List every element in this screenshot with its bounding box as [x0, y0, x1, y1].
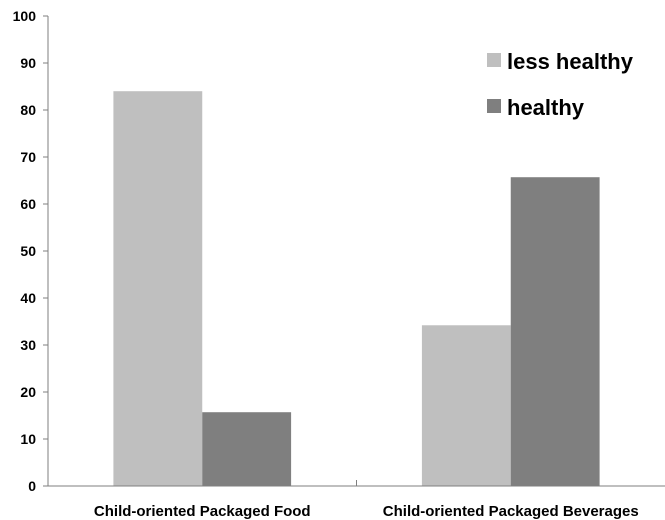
- y-tick-label: 20: [20, 384, 36, 400]
- legend-swatch-healthy: [487, 99, 501, 113]
- bars: [113, 91, 600, 486]
- y-axis: 0 10 20 30 40 50 60 70 80 90 100: [13, 8, 49, 494]
- y-tick-label: 70: [20, 149, 36, 165]
- x-category-label: Child-oriented Packaged Food: [94, 503, 311, 520]
- y-tick-label: 40: [20, 290, 36, 306]
- legend-swatch-less-healthy: [487, 53, 501, 67]
- y-tick-label: 50: [20, 243, 36, 259]
- legend: less healthy healthy: [487, 49, 634, 120]
- x-axis: Child-oriented Packaged Food Child-orient…: [48, 480, 665, 520]
- y-tick-label: 0: [28, 478, 36, 494]
- x-category-label: Child-oriented Packaged Beverages: [383, 503, 639, 520]
- bar-less-healthy-2: [421, 325, 511, 486]
- bar-healthy-2: [510, 177, 600, 486]
- y-tick-label: 90: [20, 55, 36, 71]
- y-tick-label: 80: [20, 102, 36, 118]
- y-tick-label: 10: [20, 431, 36, 447]
- bar-healthy-1: [202, 412, 292, 486]
- legend-label-less-healthy: less healthy: [507, 49, 634, 74]
- y-tick-label: 30: [20, 337, 36, 353]
- legend-label-healthy: healthy: [507, 95, 585, 120]
- y-tick-label: 60: [20, 196, 36, 212]
- y-tick-label: 100: [13, 8, 37, 24]
- bar-less-healthy-1: [113, 91, 203, 486]
